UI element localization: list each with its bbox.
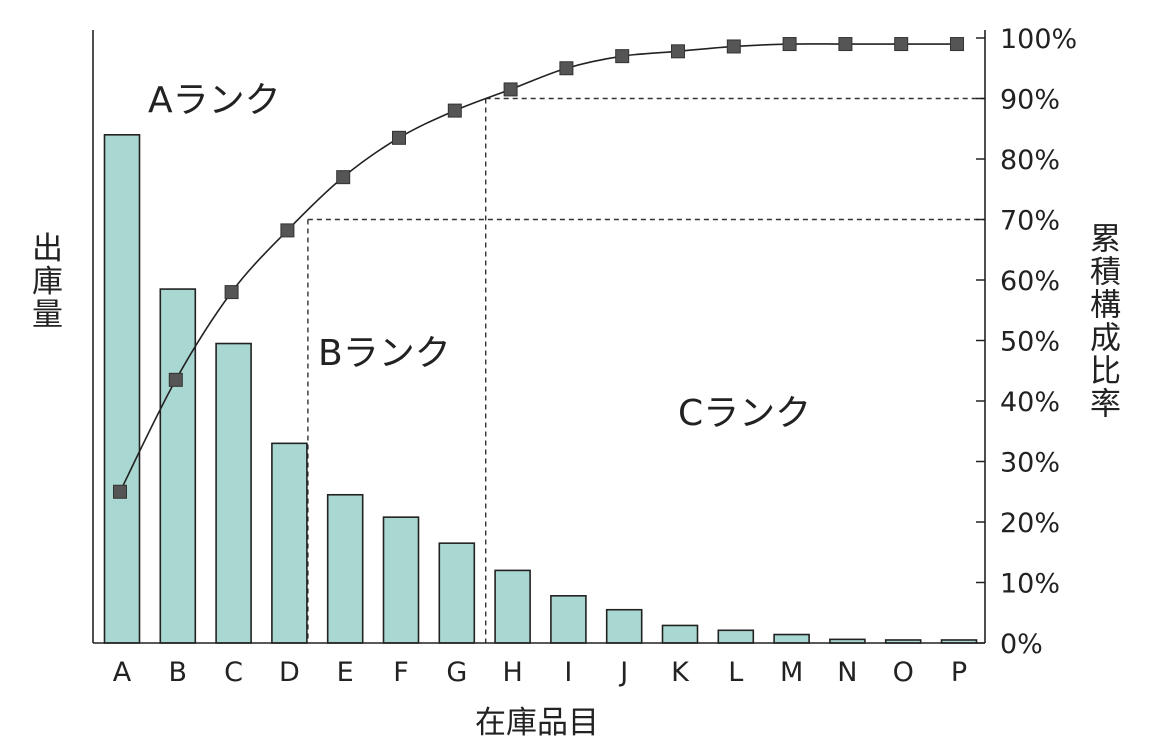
tick-label-90: 90% [1000, 85, 1060, 116]
category-label-H: H [502, 657, 522, 688]
category-label-I: I [564, 657, 572, 688]
cumulative-point-H [503, 82, 518, 97]
bar-A [103, 134, 141, 644]
category-label-N: N [837, 657, 857, 688]
category-label-L: L [728, 657, 743, 688]
cumulative-point-M [782, 37, 797, 52]
cumulative-point-L [726, 39, 741, 54]
bar-C [215, 342, 252, 644]
rank-b-label: Bランク [318, 333, 451, 374]
bar-I [550, 595, 587, 644]
cumulative-point-B [168, 372, 183, 387]
cumulative-point-K [671, 44, 685, 59]
category-label-P: P [951, 657, 967, 688]
tick-label-10: 10% [1000, 569, 1060, 600]
tick-label-100: 100% [1000, 24, 1077, 55]
bar-L [717, 629, 755, 644]
rank-threshold-lines [307, 97, 985, 643]
tick-label-80: 80% [1000, 145, 1060, 176]
tick-label-40: 40% [1000, 387, 1060, 418]
x-axis-title: 在庫品目 [475, 705, 599, 741]
category-label-C: C [224, 657, 243, 688]
bar-G [438, 542, 476, 644]
category-label-M: M [780, 657, 803, 688]
tick-label-20: 20% [1000, 508, 1060, 539]
bar-H [494, 569, 531, 644]
cumulative-point-P [950, 37, 964, 52]
cumulative-point-J [615, 49, 630, 64]
cumulative-point-I [559, 61, 574, 76]
category-labels: A B C D E F G H I J K L M N O P [113, 657, 967, 688]
bar-E [326, 493, 364, 644]
cumulative-line [113, 37, 964, 499]
right-axis-title: 累積構成比率 [1084, 222, 1121, 420]
category-label-G: G [446, 657, 467, 688]
tick-label-70: 70% [1000, 206, 1060, 237]
cumulative-point-F [392, 130, 406, 145]
bar-D [271, 442, 308, 644]
left-axis-title: 出庫量 [26, 232, 63, 331]
cumulative-point-A [113, 484, 127, 499]
tick-label-30: 30% [1000, 448, 1060, 479]
cumulative-point-O [894, 37, 909, 52]
category-label-F: F [393, 657, 409, 688]
category-label-A: A [113, 657, 132, 688]
cumulative-point-D [280, 223, 295, 238]
category-label-J: J [618, 657, 628, 688]
axes [92, 30, 986, 644]
category-label-E: E [337, 657, 354, 688]
rank-a-label: Aランク [148, 80, 281, 121]
bar-M [773, 633, 810, 644]
category-label-O: O [893, 657, 914, 688]
bar-J [605, 608, 643, 644]
right-axis-ticks: 0% 10% 20% 30% 40% 50% 60% 70% 80% 90% 100% [976, 24, 1077, 660]
category-label-D: D [279, 657, 300, 688]
bars [103, 134, 978, 644]
tick-label-50: 50% [1000, 327, 1060, 358]
cumulative-point-N [838, 37, 853, 52]
cumulative-point-G [447, 103, 462, 118]
tick-label-0: 0% [1000, 629, 1043, 660]
bar-K [661, 624, 699, 644]
cumulative-point-E [336, 170, 351, 185]
tick-label-60: 60% [1000, 266, 1060, 297]
cumulative-point-C [224, 285, 239, 300]
category-label-K: K [671, 657, 690, 688]
bar-B [159, 288, 197, 644]
bar-F [382, 516, 420, 644]
rank-c-label: Cランク [678, 393, 811, 434]
category-label-B: B [169, 657, 188, 688]
